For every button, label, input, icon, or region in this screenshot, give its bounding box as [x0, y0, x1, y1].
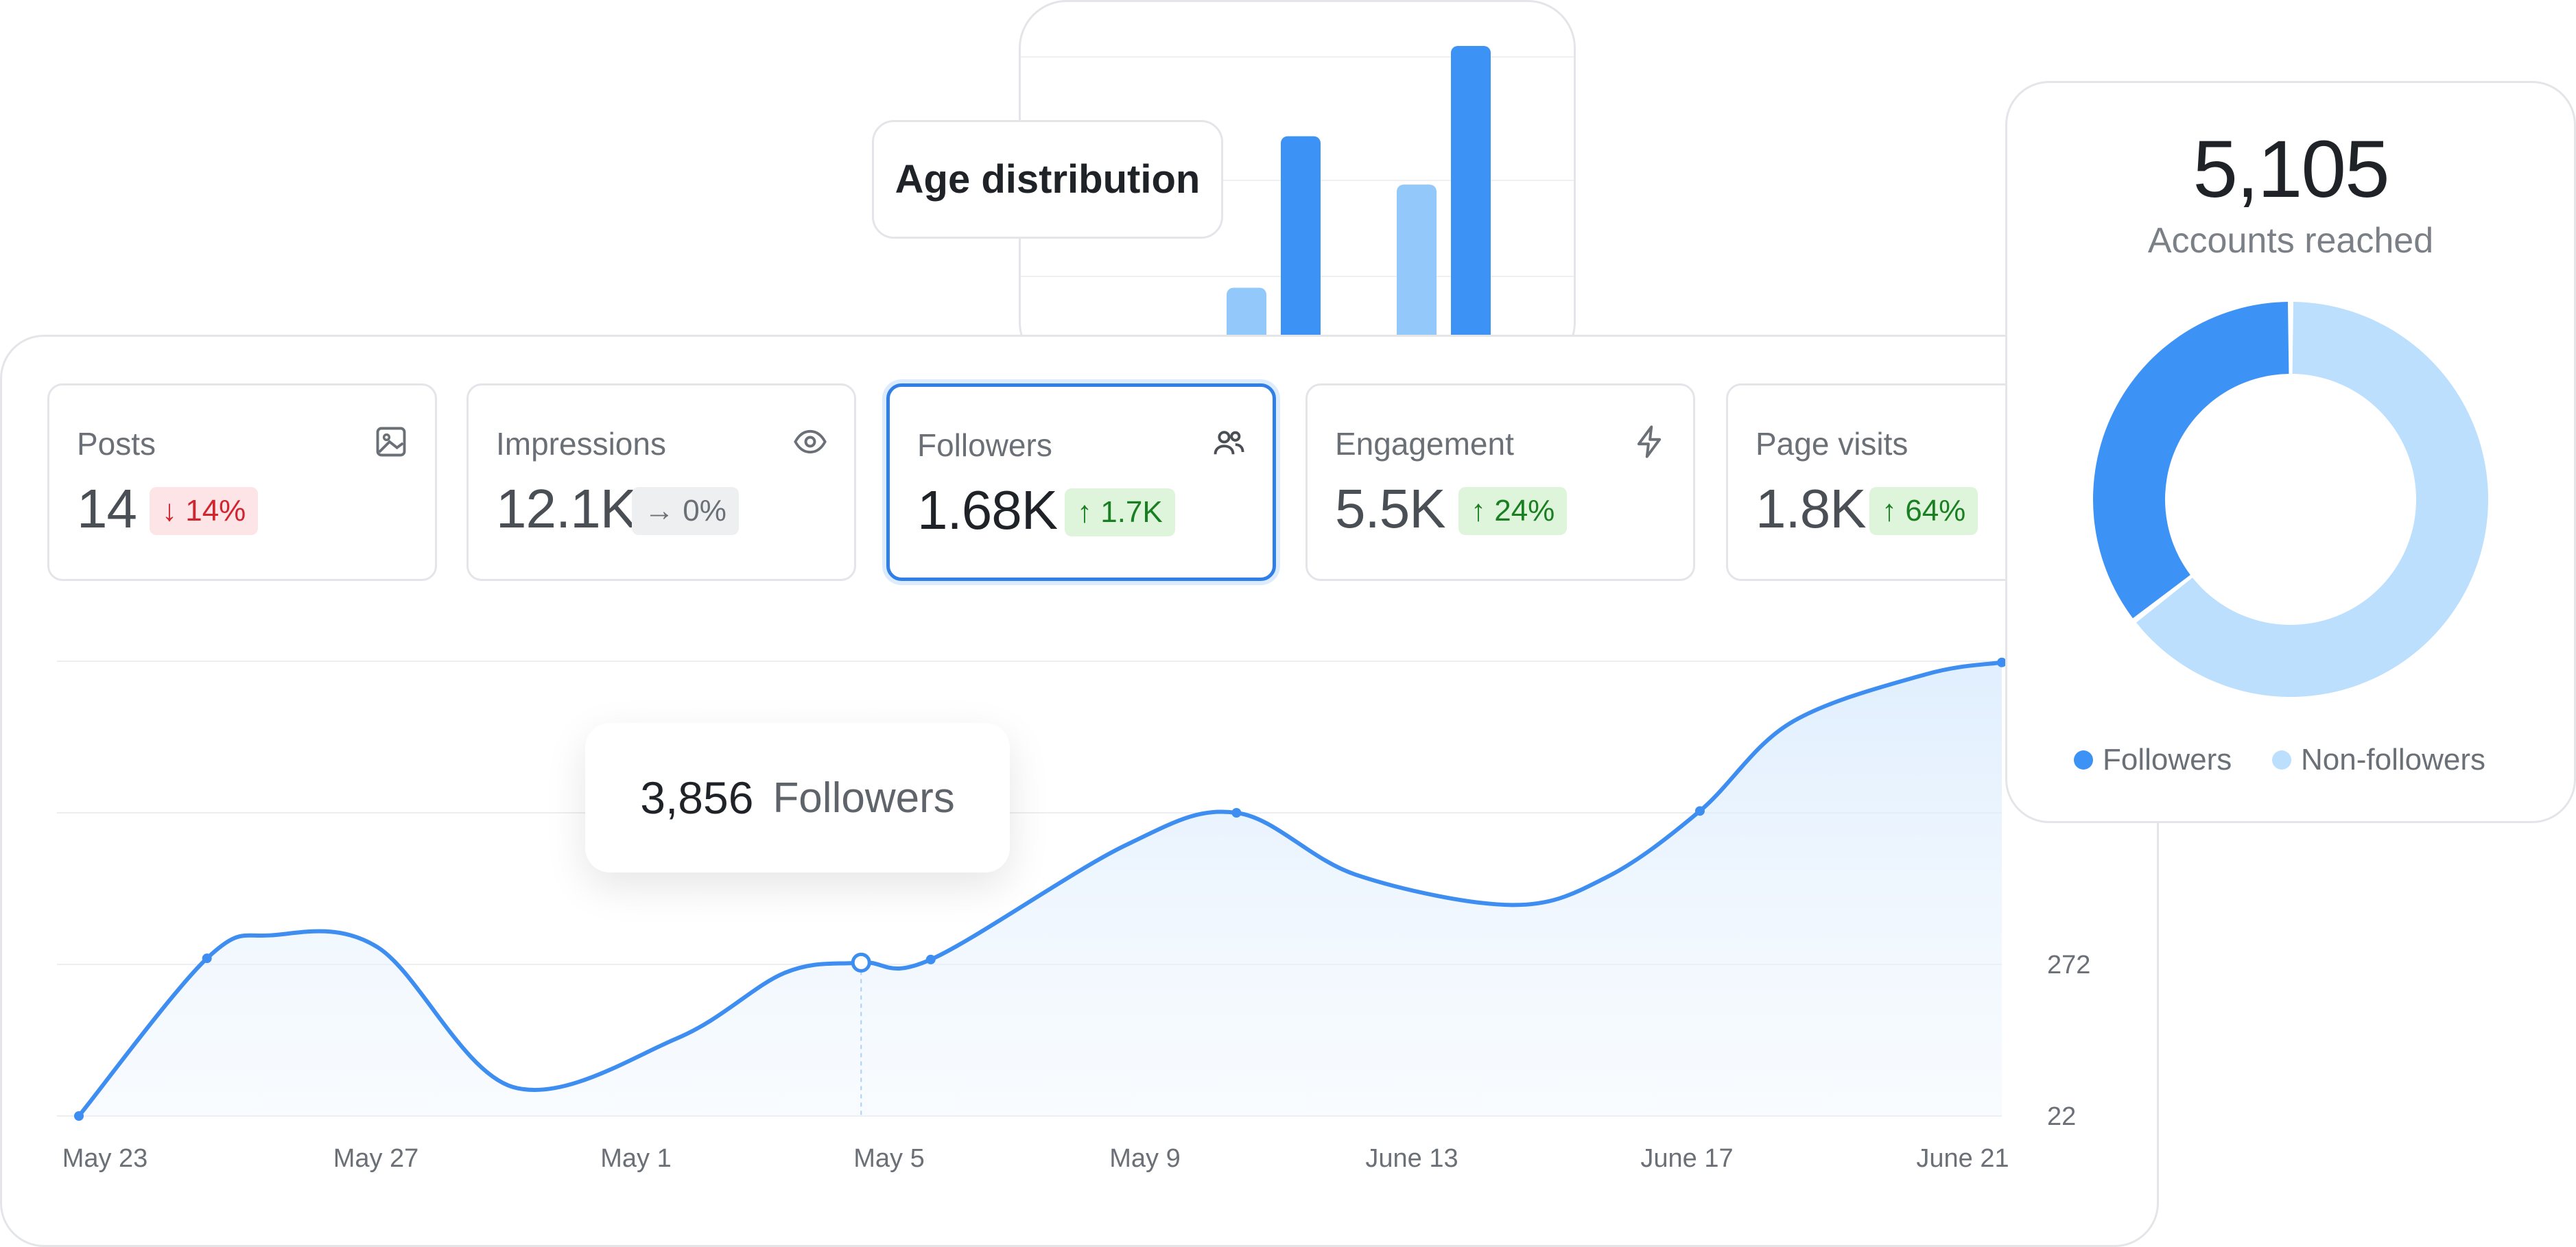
x-tick-label: June 17: [1640, 1144, 1733, 1173]
donut-slice-non-followers[interactable]: [2136, 302, 2488, 698]
stat-card-followers[interactable]: Followers 1.68K ↑ 1.7K: [886, 383, 1276, 581]
legend-item-non-followers: Non-followers: [2272, 743, 2485, 777]
stat-value: 5.5K: [1335, 478, 1446, 539]
highlighted-data-point[interactable]: [851, 952, 871, 973]
x-tick-label: May 1: [600, 1144, 671, 1173]
age-distribution-title: Age distribution: [872, 120, 1223, 239]
stat-label: Impressions: [496, 426, 666, 462]
tooltip-value: 3,856: [640, 772, 754, 823]
stat-change-badge: → 0%: [632, 487, 739, 535]
stat-value: 12.1K: [496, 478, 637, 539]
tooltip-label: Followers: [772, 774, 955, 822]
stat-value: 1.68K: [917, 479, 1058, 541]
x-tick-label: May 23: [62, 1144, 148, 1173]
stat-label: Posts: [77, 426, 156, 462]
reach-label: Accounts reached: [2147, 221, 2434, 261]
x-tick-label: May 9: [1109, 1144, 1180, 1173]
data-point[interactable]: [1231, 808, 1242, 818]
age-bar: [1451, 46, 1491, 368]
x-tick-label: May 5: [853, 1144, 924, 1173]
data-point[interactable]: [74, 1111, 84, 1121]
legend-label: Followers: [2103, 743, 2232, 776]
donut-slice-followers[interactable]: [2093, 302, 2289, 619]
users-icon: [1214, 431, 1244, 455]
stat-change-badge: ↑ 64%: [1869, 487, 1978, 535]
legend-dot: [2074, 750, 2093, 770]
x-tick-label: June 21: [1916, 1144, 2009, 1173]
age-bar: [1397, 185, 1437, 368]
age-bar: [1281, 136, 1321, 368]
data-point[interactable]: [1997, 657, 2007, 667]
data-point[interactable]: [925, 954, 936, 964]
data-point[interactable]: [1694, 806, 1705, 816]
legend-dot: [2272, 750, 2291, 770]
age-distribution-card: [1019, 0, 1576, 370]
data-point[interactable]: [202, 953, 212, 964]
chart-tooltip: 3,856 Followers: [585, 723, 1010, 872]
area-fill: [79, 662, 2002, 1116]
stat-card-impressions[interactable]: Impressions 12.1K → 0%: [466, 383, 856, 581]
legend-item-followers: Followers: [2074, 743, 2232, 777]
stat-change-badge: ↑ 1.7K: [1065, 488, 1175, 536]
stat-value: 14: [77, 478, 137, 539]
reach-value: 5,105: [2193, 124, 2389, 215]
stat-change-badge: ↑ 24%: [1458, 487, 1568, 535]
legend-label: Non-followers: [2301, 743, 2485, 776]
accounts-reached-card: 5,105 Accounts reached Followers Non-fol…: [2005, 81, 2576, 823]
x-tick-label: May 27: [333, 1144, 419, 1173]
image-icon: [376, 427, 406, 457]
stat-label: Engagement: [1335, 426, 1514, 462]
stat-card-engagement[interactable]: Engagement 5.5K ↑ 24%: [1305, 383, 1695, 581]
x-tick-label: June 13: [1365, 1144, 1458, 1173]
stat-label: Followers: [917, 427, 1052, 463]
stat-change-badge: ↓ 14%: [150, 487, 259, 535]
stat-card-posts[interactable]: Posts 14 ↓ 14%: [47, 383, 437, 581]
stat-value: 1.8K: [1756, 478, 1867, 539]
lightning-icon: [1637, 425, 1662, 458]
y-tick-label: 272: [2047, 951, 2090, 979]
reach-donut-chart: [2093, 302, 2488, 698]
eye-icon: [794, 429, 827, 454]
stat-label: Page visits: [1756, 426, 1909, 462]
y-tick-label: 22: [2047, 1102, 2076, 1131]
